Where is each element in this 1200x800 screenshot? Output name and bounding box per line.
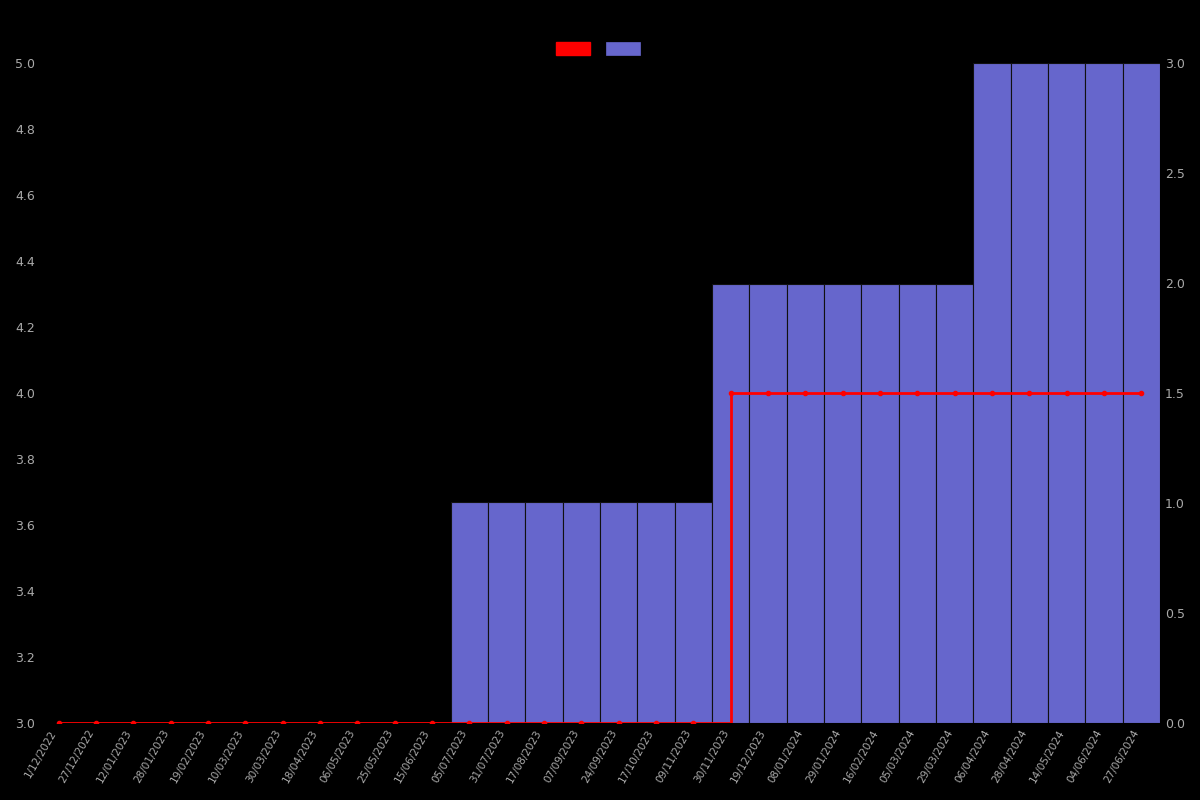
Bar (973, 63, 1010, 723)
Bar (1048, 63, 1086, 723)
Bar (1010, 63, 1048, 723)
Bar (824, 284, 862, 723)
Bar (787, 284, 824, 723)
Bar (637, 502, 674, 723)
Bar (936, 284, 973, 723)
Legend: , : , (550, 37, 650, 62)
Bar (488, 502, 526, 723)
Bar (899, 284, 936, 723)
Bar (1086, 63, 1123, 723)
Bar (674, 502, 712, 723)
Bar (600, 502, 637, 723)
Bar (1123, 63, 1160, 723)
Bar (526, 502, 563, 723)
Bar (862, 284, 899, 723)
Bar (712, 284, 749, 723)
Bar (749, 284, 787, 723)
Bar (563, 502, 600, 723)
Bar (451, 502, 488, 723)
